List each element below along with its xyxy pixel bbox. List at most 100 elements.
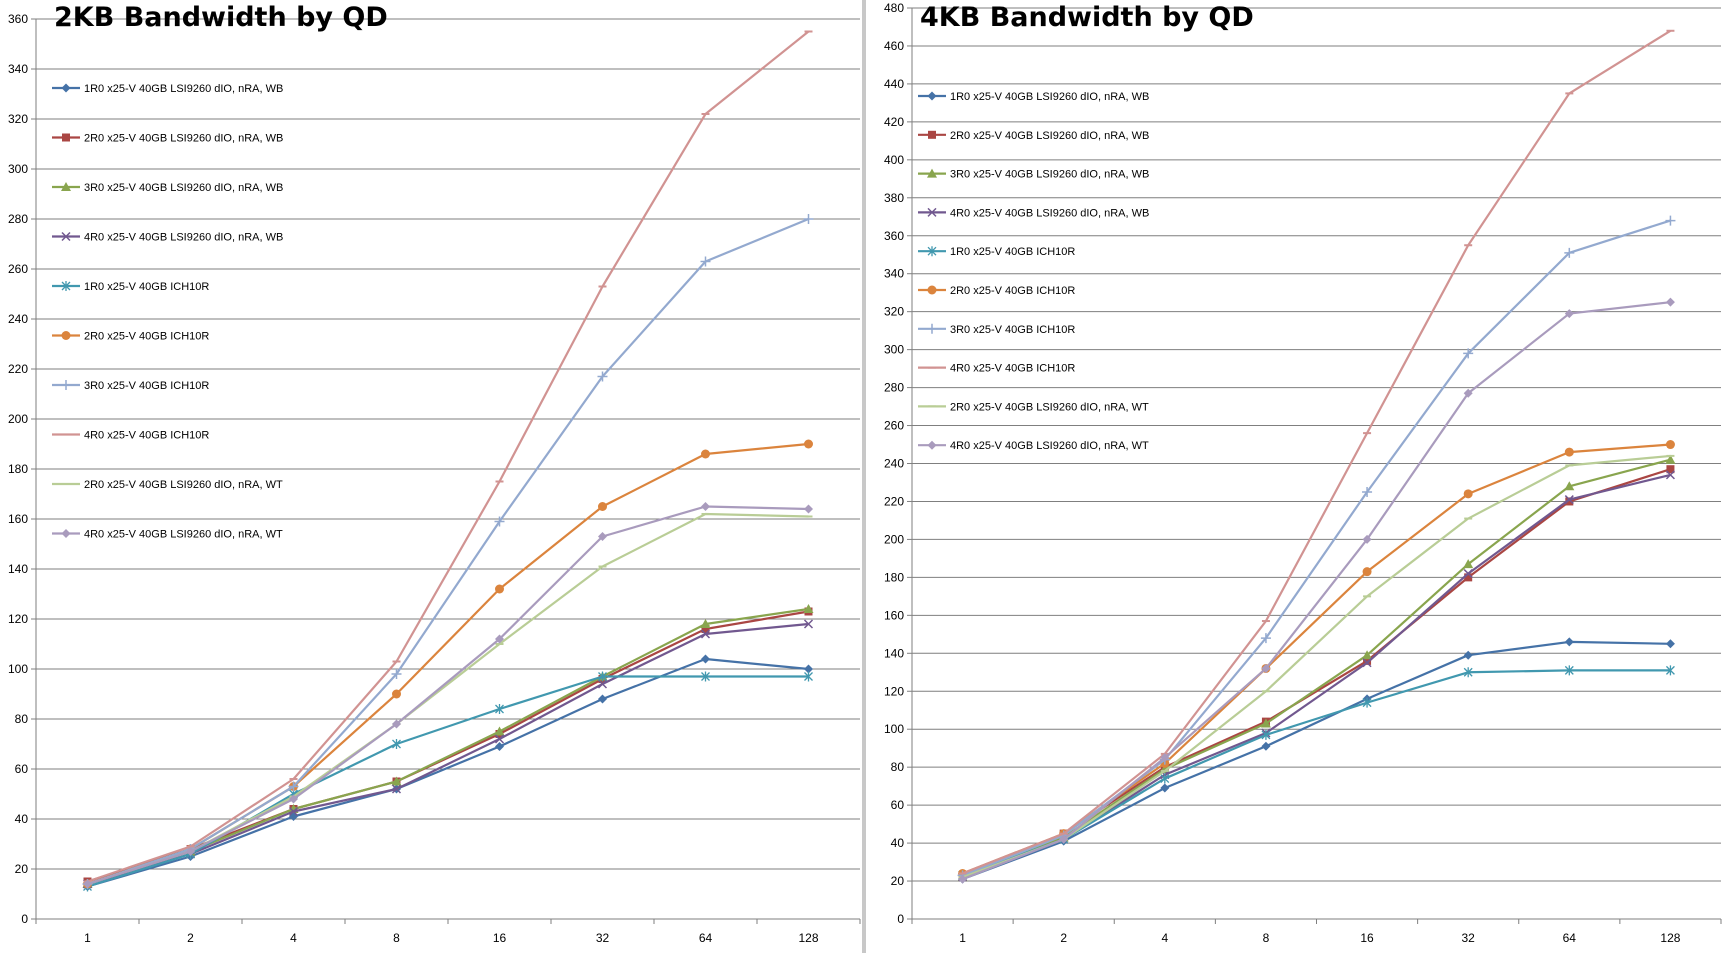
chart-panel-2kb: 0 20 40 60 80 100 120 140 160 180 200 220 240 260 280 3… — [0, 0, 862, 953]
data-point — [1564, 637, 1574, 647]
series-line — [87, 622, 809, 886]
legend-swatch-marker — [927, 207, 937, 217]
legend-entry-label: 2R0 x25-V 40GB LSI9260 dIO, nRA, WT — [950, 401, 1149, 413]
legend-swatch-marker — [927, 440, 937, 450]
legend-entry-label: 3R0 x25-V 40GB ICH10R — [950, 324, 1075, 336]
legend-swatch-marker — [927, 246, 937, 257]
y-tick-label: 40 — [15, 812, 29, 826]
data-point — [701, 449, 710, 459]
y-tick-label: 0 — [21, 912, 28, 926]
data-point — [392, 689, 401, 699]
series-line — [87, 505, 809, 886]
data-point — [1261, 741, 1271, 751]
y-tick-label: 200 — [8, 412, 28, 426]
series-line — [962, 669, 1671, 877]
legend-swatch-marker — [61, 83, 71, 93]
data-point — [1463, 667, 1473, 678]
y-tick-label: 240 — [884, 457, 904, 471]
series-line — [87, 657, 809, 888]
data-point — [701, 654, 710, 664]
data-point — [1463, 559, 1474, 569]
data-point — [1665, 639, 1675, 649]
y-tick-label: 140 — [8, 562, 28, 576]
data-point — [1665, 470, 1675, 480]
y-tick-label: 140 — [884, 646, 904, 660]
legend-entry-label: 1R0 x25-V 40GB LSI9260 dIO, nRA, WB — [950, 91, 1149, 103]
data-point — [1665, 440, 1675, 450]
x-tick-label: 16 — [493, 931, 507, 945]
data-point — [1666, 465, 1675, 474]
series-line — [962, 443, 1671, 875]
data-point — [392, 739, 401, 749]
data-point — [1665, 297, 1675, 307]
legend-entry-label: 1R0 x25-V 40GB LSI9260 dIO, nRA, WB — [84, 83, 283, 95]
data-point — [495, 742, 504, 751]
data-point — [1564, 309, 1574, 319]
y-tick-label: 60 — [15, 762, 29, 776]
y-tick-label: 220 — [8, 362, 28, 376]
y-tick-label: 60 — [891, 798, 905, 812]
data-point — [1665, 215, 1676, 226]
data-point — [494, 726, 505, 736]
legend-entry-label: 2R0 x25-V 40GB LSI9260 dIO, nRA, WB — [84, 133, 283, 145]
x-tick-label: 64 — [1563, 931, 1577, 945]
data-point — [803, 619, 814, 629]
y-tick-label: 300 — [884, 343, 904, 357]
series-line — [962, 454, 1671, 879]
legend-swatch-marker — [928, 130, 936, 139]
data-point — [186, 847, 195, 856]
y-tick-label: 480 — [884, 1, 904, 15]
data-point — [804, 671, 813, 682]
y-tick-label: 100 — [8, 662, 28, 676]
legend-entry-label: 4R0 x25-V 40GB ICH10R — [950, 363, 1075, 375]
legend-entry-label: 2R0 x25-V 40GB ICH10R — [84, 331, 209, 343]
data-point — [597, 371, 608, 382]
chart-title-4kb: 4KB Bandwidth by QD — [920, 2, 1254, 33]
data-point — [494, 734, 505, 744]
y-tick-label: 320 — [8, 112, 28, 126]
y-tick-label: 0 — [897, 912, 904, 926]
series-line — [962, 473, 1671, 879]
series-line — [962, 29, 1672, 875]
data-point — [1564, 481, 1575, 491]
data-point — [804, 504, 813, 514]
y-tick-label: 20 — [15, 862, 29, 876]
y-tick-label: 340 — [884, 267, 904, 281]
y-tick-label: 300 — [8, 162, 28, 176]
legend-swatch-marker — [61, 529, 71, 538]
y-tick-label: 180 — [8, 462, 28, 476]
data-point — [803, 604, 814, 613]
data-point — [1059, 834, 1069, 844]
data-point — [1564, 495, 1574, 505]
legend-swatch-marker — [927, 91, 937, 101]
legend-swatch-marker — [61, 331, 71, 340]
y-tick-label: 260 — [884, 419, 904, 433]
y-tick-label: 120 — [884, 684, 904, 698]
series-line — [962, 640, 1671, 881]
y-tick-label: 400 — [884, 153, 904, 167]
y-tick-label: 460 — [884, 39, 904, 53]
legend-entry-label: 3R0 x25-V 40GB LSI9260 dIO, nRA, WB — [84, 182, 283, 194]
legend-entry-label: 4R0 x25-V 40GB LSI9260 dIO, nRA, WB — [84, 232, 283, 244]
chart-4kb-svg: 0 20 40 60 80 100 120 140 160 180 200 220 240 260 280 3… — [884, 1, 1722, 945]
series-line — [87, 675, 809, 888]
legend-swatch-marker — [927, 285, 937, 295]
y-tick-label: 80 — [891, 760, 905, 774]
legend-swatch-marker — [62, 133, 70, 142]
y-tick-label: 360 — [884, 229, 904, 243]
x-tick-label: 32 — [596, 931, 610, 945]
data-point — [1463, 650, 1473, 660]
x-tick-label: 4 — [290, 931, 297, 945]
y-tick-label: 40 — [891, 836, 905, 850]
data-point — [1464, 573, 1473, 582]
data-point — [1362, 534, 1372, 544]
data-point — [391, 669, 402, 679]
x-tick-label: 8 — [393, 931, 400, 945]
x-tick-label: 8 — [1263, 931, 1270, 945]
y-tick-label: 20 — [891, 874, 905, 888]
data-point — [803, 214, 814, 224]
data-point — [1463, 348, 1474, 359]
y-tick-label: 200 — [884, 532, 904, 546]
legend-entry-label: 2R0 x25-V 40GB LSI9260 dIO, nRA, WB — [950, 130, 1149, 142]
series-line — [87, 442, 809, 886]
